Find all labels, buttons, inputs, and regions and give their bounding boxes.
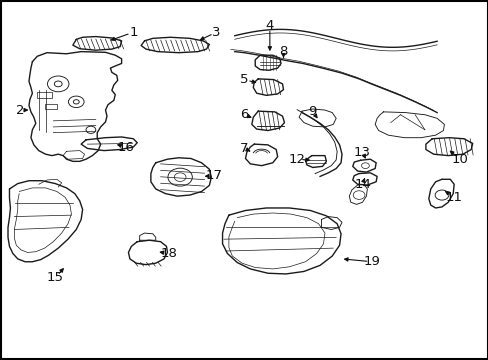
Text: 9: 9	[308, 105, 316, 118]
Text: 5: 5	[240, 73, 248, 86]
Text: 10: 10	[450, 153, 468, 166]
Bar	[37, 92, 52, 98]
Text: 15: 15	[47, 271, 63, 284]
Text: 17: 17	[205, 169, 223, 182]
Bar	[44, 104, 57, 109]
Text: 13: 13	[353, 145, 370, 158]
Text: 11: 11	[445, 191, 462, 204]
Text: 2: 2	[16, 104, 24, 117]
Text: 6: 6	[240, 108, 248, 121]
Text: 18: 18	[160, 247, 177, 260]
Text: 14: 14	[353, 178, 370, 191]
Text: 4: 4	[265, 19, 273, 32]
Text: 16: 16	[118, 140, 135, 153]
Text: 12: 12	[288, 153, 305, 166]
Text: 7: 7	[240, 142, 248, 155]
Text: 19: 19	[363, 255, 380, 268]
Text: 3: 3	[211, 26, 220, 39]
Text: 8: 8	[279, 45, 287, 58]
Text: 1: 1	[129, 26, 137, 39]
